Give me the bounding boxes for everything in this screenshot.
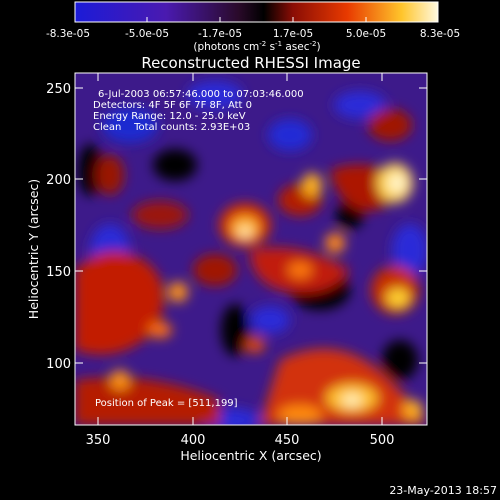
plot-frame <box>74 72 428 426</box>
colorbar-tick-label: 1.7e-05 <box>273 28 313 40</box>
x-tick-label: 400 <box>181 433 206 448</box>
y-axis-label: Heliocentric Y (arcsec) <box>26 179 41 319</box>
peak-position-text: Position of Peak = [511,199] <box>95 398 238 409</box>
x-tick-label: 450 <box>275 433 300 448</box>
colorbar-tick-label: -8.3e-05 <box>46 28 90 40</box>
colorbar <box>74 1 439 23</box>
colorbar-tick-label: 8.3e-05 <box>420 28 460 40</box>
solar-image <box>75 73 427 425</box>
colorbar-units: (photons cm-2 s-1 asec-2) <box>193 40 320 53</box>
y-tick-label: 200 <box>46 173 71 188</box>
colorbar-tick-label: -1.7e-05 <box>198 28 242 40</box>
energy-range-text: Energy Range: 12.0 - 25.0 keV <box>93 111 246 122</box>
plot-title: Reconstructed RHESSI Image <box>141 54 360 72</box>
y-axis-ticks <box>75 87 427 364</box>
detectors-text: Detectors: 4F 5F 6F 7F 8F, Att 0 <box>93 100 252 111</box>
y-tick-label: 250 <box>46 82 71 97</box>
colorbar-ticks <box>74 17 439 22</box>
time-range-text: 6-Jul-2003 06:57:46.000 to 07:03:46.000 <box>98 89 304 100</box>
x-tick-label: 500 <box>370 433 395 448</box>
y-tick-label: 150 <box>46 265 71 280</box>
x-axis-label: Heliocentric X (arcsec) <box>180 448 321 463</box>
colorbar-tick-label: -5.0e-05 <box>125 28 169 40</box>
y-tick-label: 100 <box>46 357 71 372</box>
x-tick-label: 350 <box>86 433 111 448</box>
colorbar-tick-label: 5.0e-05 <box>346 28 386 40</box>
x-axis-ticks <box>97 73 383 425</box>
footer-timestamp: 23-May-2013 18:57 <box>389 484 497 497</box>
clean-counts-text: Clean Total counts: 2.93E+03 <box>93 122 250 133</box>
